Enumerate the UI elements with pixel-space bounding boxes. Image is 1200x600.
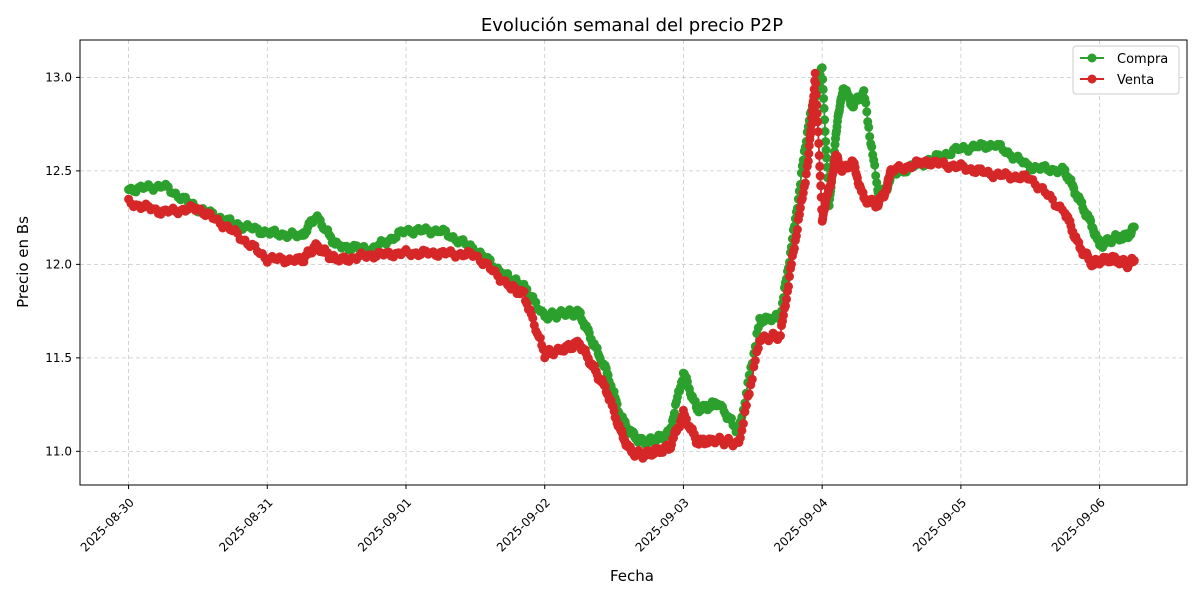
data-point xyxy=(872,178,882,188)
data-point xyxy=(804,141,814,151)
y-tick-label: 12.5 xyxy=(45,164,72,178)
y-tick-label: 11.0 xyxy=(45,444,72,458)
data-point xyxy=(862,107,872,117)
data-point xyxy=(738,419,748,429)
data-point xyxy=(822,153,832,163)
y-tick-label: 12.0 xyxy=(45,257,72,271)
data-point xyxy=(750,356,760,366)
data-point xyxy=(812,100,822,110)
y-axis-label: Precio en Bs xyxy=(14,216,32,308)
data-point xyxy=(819,94,829,103)
data-point xyxy=(784,281,793,291)
data-point xyxy=(814,151,824,160)
data-point xyxy=(776,331,785,341)
data-point xyxy=(864,122,874,132)
data-point xyxy=(818,74,828,84)
data-point xyxy=(792,225,802,234)
x-tick-label: 2025-09-01 xyxy=(355,495,414,554)
x-axis: 2025-08-30 2025-08-31 2025-09-01 2025-09-02… xyxy=(78,485,1108,555)
x-tick-label: 2025-09-06 xyxy=(1049,495,1108,554)
legend: Compra Venta xyxy=(1072,45,1180,95)
data-point xyxy=(861,98,871,108)
data-point xyxy=(811,79,821,88)
data-point xyxy=(815,171,825,181)
data-point xyxy=(670,408,679,418)
data-point xyxy=(781,301,790,311)
data-point xyxy=(819,103,829,113)
data-point xyxy=(786,259,796,269)
x-tick-label: 2025-08-31 xyxy=(216,495,275,554)
data-point xyxy=(727,413,736,423)
data-point xyxy=(803,156,813,166)
grid xyxy=(80,40,1187,485)
data-point xyxy=(821,137,831,147)
y-tick-label: 11.5 xyxy=(45,351,72,365)
data-point xyxy=(737,425,747,435)
data-point xyxy=(535,333,545,343)
plot-area-frame xyxy=(79,39,1188,486)
data-point xyxy=(779,310,788,320)
data-point xyxy=(820,127,830,136)
data-point xyxy=(811,90,821,100)
data-point xyxy=(814,138,824,148)
legend-label-venta: Venta xyxy=(1117,73,1154,88)
data-point xyxy=(782,294,791,304)
y-axis: 11.0 11.5 12.0 12.5 13.0 xyxy=(45,70,80,458)
data-point xyxy=(865,132,875,142)
data-point xyxy=(870,160,880,170)
data-point xyxy=(818,84,828,94)
data-point xyxy=(1129,222,1139,232)
data-point xyxy=(871,171,881,181)
series-venta xyxy=(124,68,1139,463)
x-tick-label: 2025-09-03 xyxy=(633,495,692,554)
data-point xyxy=(785,272,794,281)
data-point xyxy=(744,389,754,399)
x-tick-label: 2025-08-30 xyxy=(78,495,137,554)
legend-marker-compra xyxy=(1087,53,1097,63)
data-point xyxy=(735,433,745,443)
x-axis-label: Fecha xyxy=(610,567,654,585)
data-point xyxy=(815,161,825,171)
data-point xyxy=(813,117,823,127)
chart-title: Evolución semanal del precio P2P xyxy=(481,15,783,36)
data-point xyxy=(528,313,538,323)
x-tick-label: 2025-09-02 xyxy=(494,495,553,554)
data-point xyxy=(859,86,869,96)
data-point xyxy=(820,115,830,125)
data-point xyxy=(821,145,831,155)
series-layer xyxy=(124,63,1139,463)
data-point xyxy=(812,108,822,118)
data-point xyxy=(741,401,751,410)
legend-marker-venta xyxy=(1087,74,1097,84)
series-line xyxy=(127,73,1135,461)
legend-label-compra: Compra xyxy=(1117,52,1168,67)
data-point xyxy=(810,68,820,78)
data-point xyxy=(753,343,763,353)
x-tick-label: 2025-09-05 xyxy=(910,495,969,554)
data-point xyxy=(795,203,805,213)
data-point xyxy=(867,142,877,152)
data-point xyxy=(817,63,827,73)
data-point xyxy=(801,169,811,179)
data-point xyxy=(800,178,810,188)
data-point xyxy=(519,287,529,296)
data-point xyxy=(794,210,804,220)
data-point xyxy=(816,181,826,191)
data-point xyxy=(804,149,814,159)
data-point xyxy=(789,243,799,253)
data-point xyxy=(813,127,823,137)
data-point xyxy=(747,374,757,384)
x-tick-label: 2025-09-04 xyxy=(771,495,830,554)
data-point xyxy=(1129,256,1139,266)
y-tick-label: 13.0 xyxy=(45,70,72,84)
